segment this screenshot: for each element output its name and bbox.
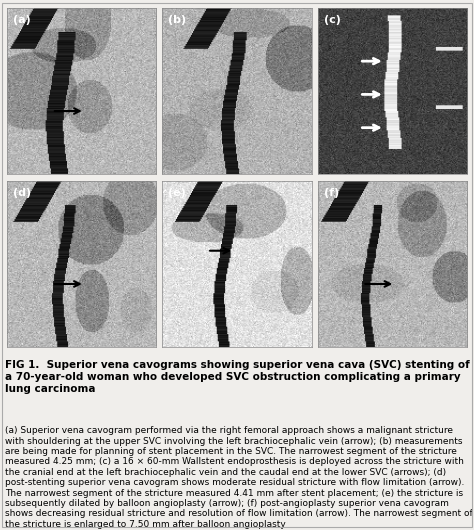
Text: (e): (e): [168, 188, 186, 198]
Text: FIG 1.  Superior vena cavograms showing superior vena cava (SVC) stenting of a 7: FIG 1. Superior vena cavograms showing s…: [5, 360, 469, 394]
Text: (a) Superior vena cavogram performed via the right femoral approach shows a mali: (a) Superior vena cavogram performed via…: [5, 426, 473, 529]
Text: (b): (b): [168, 15, 186, 24]
Text: (c): (c): [324, 15, 340, 24]
Text: (d): (d): [13, 188, 31, 198]
Text: (f): (f): [324, 188, 339, 198]
Text: (a): (a): [13, 15, 31, 24]
